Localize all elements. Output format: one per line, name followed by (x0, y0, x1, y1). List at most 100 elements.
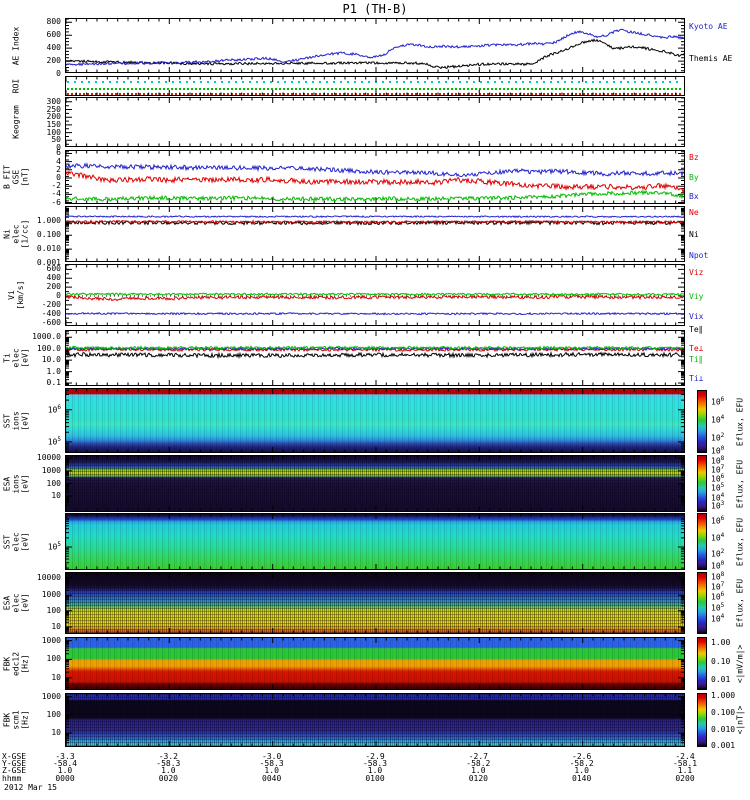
panel-plot-fbk_scm (66, 694, 684, 746)
panel-roi (65, 76, 685, 96)
colorbar-tick-cb_esa_ions: 106 (711, 473, 725, 485)
series-Ne (66, 219, 684, 224)
colorbar-tick-cb_sst_elec: 106 (711, 514, 725, 526)
panel-sst_elec (65, 513, 685, 570)
ytick-label-ni: 0.010 (36, 244, 61, 254)
right-label-Viy: Viy (689, 292, 704, 301)
ytick-label-keogram: 300 (46, 96, 61, 106)
colorbar-tick-cb_esa_ions: 107 (711, 464, 725, 475)
colorbar-title-cb_esa_elec: Eflux, EFU (735, 578, 745, 628)
right-label-Viz: Viz (689, 268, 704, 277)
ytick-label-keogram: 150 (46, 119, 61, 129)
series-Vix (66, 311, 684, 316)
panel-plot-esa_ions (66, 456, 684, 511)
ytick-label-ti: 0.1 (46, 378, 61, 388)
colorbar-tick-cb_fbk_edc: 0.10 (711, 656, 731, 666)
colorbar-tick-cb_esa_elec: 108 (711, 570, 725, 582)
colorbar-tick-cb_esa_ions: 105 (711, 482, 725, 494)
right-label-Te: Te∥ (689, 325, 703, 334)
ytick-label-esa_elec: 10 (51, 622, 61, 631)
panel-plot-ni (66, 207, 684, 261)
axis-value-hhmm: 0140 (572, 774, 592, 783)
ytick-label-ae: 600 (46, 30, 61, 40)
panel-title-roi: ROI (11, 78, 21, 94)
ytick-label-ti: 100.0 (36, 343, 61, 353)
right-label-Bz: Bz (689, 153, 699, 162)
ytick-label-esa_elec: 1000 (41, 590, 61, 600)
colorbar-tick-cb_fbk_edc: 1.00 (711, 638, 731, 648)
panel-title-keogram: Keogram (11, 105, 21, 139)
panel-title-ti: Ti elec [eV] (2, 348, 30, 368)
colorbar-title-cb_sst_ions: Eflux, EFU (735, 397, 745, 446)
axis-value-zgse: 1.0 (161, 766, 176, 775)
axis-value-xgse: -3.3 (55, 752, 75, 761)
axis-ticks (66, 19, 684, 72)
panel-keogram (65, 97, 685, 147)
ytick-label-vi: -600 (41, 317, 61, 327)
axis-row-label-ygse: Y-GSE (2, 759, 27, 768)
panel-title-ae: AE Index (11, 26, 21, 65)
right-label-Te: Te⊥ (689, 344, 704, 353)
right-label-Bx: Bx (689, 192, 699, 201)
axis-ticks (66, 638, 684, 689)
series-Themis AE (66, 38, 684, 70)
ytick-label-ni: 0.001 (36, 258, 61, 267)
colorbar-tick-cb_sst_ions: 100 (711, 444, 725, 456)
date-label: 2012 Mar 15 (4, 783, 57, 792)
axis-value-xgse: -2.7 (468, 752, 488, 761)
right-label-Ne: Ne (689, 208, 699, 217)
axis-value-ygse: -58.2 (569, 759, 594, 768)
ytick-label-ti: 10.0 (41, 355, 61, 365)
panel-title-sst_ions: SST ions [eV] (2, 410, 30, 431)
panel-ae (65, 18, 685, 73)
axis-ticks (66, 573, 684, 633)
axis-value-hhmm: 0020 (158, 774, 178, 783)
ytick-label-esa_ions: 10000 (36, 453, 61, 463)
ytick-label-sst_ions: 105 (47, 435, 61, 447)
series-Te∥ (66, 350, 684, 360)
ytick-label-vi: 0 (56, 291, 61, 300)
panel-plot-sst_ions (66, 389, 684, 452)
panel-title-fbk_scm: FBK scm1 [Hz] (2, 710, 30, 730)
axis-value-xgse: -3.2 (158, 752, 178, 761)
axis-ticks (66, 265, 684, 325)
axis-value-zgse: 1.0 (471, 766, 486, 775)
panel-fbk_edc (65, 637, 685, 690)
colorbar-tick-cb_fbk_edc: 0.01 (711, 675, 731, 685)
panel-esa_ions (65, 455, 685, 512)
panel-title-esa_ions: ESA ions [eV] (2, 473, 30, 494)
ytick-label-fbk_edc: 100 (46, 654, 61, 664)
colorbar-title-cb_sst_elec: Eflux, EFU (735, 517, 745, 566)
colorbar-tick-cb_esa_ions: 108 (711, 454, 725, 466)
colorbar-cb_fbk_edc (697, 637, 707, 690)
roi-dot-row (67, 88, 683, 90)
panel-plot-roi (66, 77, 677, 95)
ytick-label-keogram: 50 (51, 135, 61, 145)
axis-value-xgse: -2.4 (675, 752, 695, 761)
ytick-label-bfit: 2 (56, 164, 61, 174)
colorbar-title-cb_fbk_edc: <|mV/m|> (735, 644, 745, 683)
axis-value-ygse: -58.3 (259, 759, 284, 768)
series-Bx (66, 189, 684, 203)
series-Ti∥ (66, 345, 684, 351)
roi-dot-row (67, 93, 683, 95)
axis-value-hhmm: 0040 (262, 774, 282, 783)
ytick-label-ti: 1.0 (46, 366, 61, 376)
panel-bfit (65, 150, 685, 204)
colorbar-cb_fbk_scm (697, 693, 707, 747)
right-label-By: By (689, 173, 699, 182)
colorbar-tick-cb_sst_elec: 104 (711, 531, 725, 543)
colorbar-tick-cb_fbk_scm: 0.010 (711, 724, 736, 734)
right-label-ThemisAE: Themis AE (689, 54, 733, 63)
axis-value-hhmm: 0120 (468, 774, 488, 783)
panel-ti (65, 330, 685, 386)
colorbar-tick-cb_fbk_scm: 0.001 (711, 740, 736, 750)
colorbar-tick-cb_sst_elec: 100 (711, 560, 725, 572)
series-Viz (66, 294, 684, 302)
axis-value-ygse: -58.4 (52, 759, 78, 768)
ytick-label-esa_ions: 100 (46, 478, 61, 488)
ytick-label-vi: 600 (46, 264, 61, 274)
axis-value-ygse: -58.1 (672, 759, 698, 768)
panel-title-vi: Vi [km/s] (7, 280, 25, 310)
